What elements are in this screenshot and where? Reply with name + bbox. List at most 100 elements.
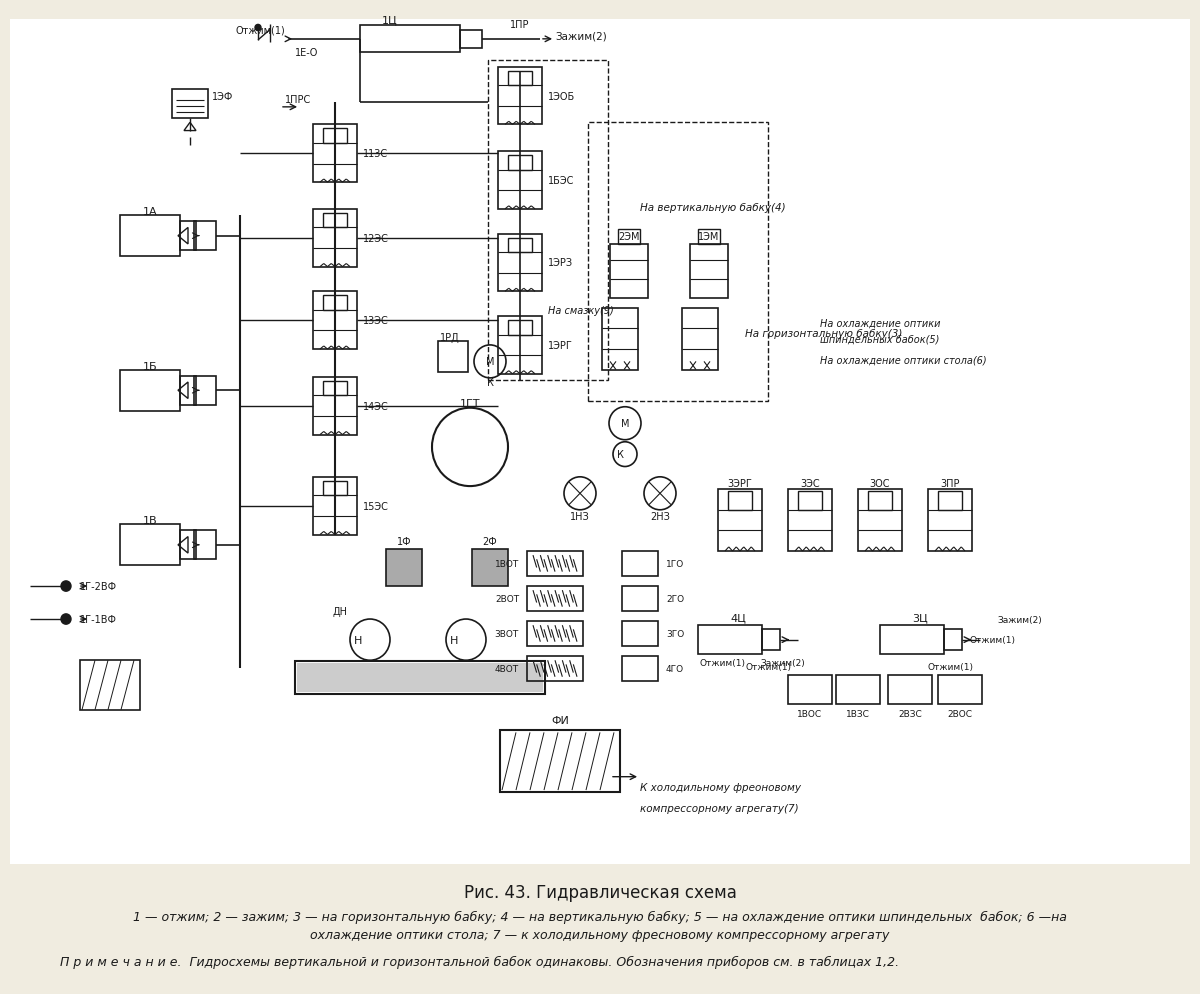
Bar [868,492,892,510]
Bar [622,621,658,646]
Bar [888,675,932,704]
Bar [323,214,347,229]
Text: 1Ф: 1Ф [397,536,412,546]
Text: 4ГО: 4ГО [666,664,684,673]
Text: М: М [486,357,494,367]
Text: На охлаждение оптики: На охлаждение оптики [820,318,941,328]
Bar [180,531,196,560]
Bar [622,656,658,681]
Bar [938,675,982,704]
Bar [698,231,720,245]
Text: 1НЗ: 1НЗ [570,512,590,522]
Bar [762,630,780,650]
Bar [798,492,822,510]
Bar [120,525,180,566]
Bar [508,156,532,171]
Bar [880,625,944,654]
Text: 113С: 113С [364,149,388,159]
Text: 4ВОТ: 4ВОТ [494,664,520,673]
Bar [80,661,140,710]
Bar [498,68,542,125]
Text: Зажим(2): Зажим(2) [554,32,607,42]
Bar [527,552,583,577]
Text: П р и м е ч а н и е.  Гидросхемы вертикальной и горизонтальной бабок одинаковы. : П р и м е ч а н и е. Гидросхемы вертикал… [60,955,899,968]
Bar [323,481,347,496]
Text: 3ПР: 3ПР [941,478,960,488]
Bar [172,90,208,119]
Bar [194,377,216,406]
Text: 1ВОС: 1ВОС [798,710,822,719]
Text: 1ГО: 1ГО [666,560,684,569]
Text: 2Ф: 2Ф [482,536,497,546]
Bar [313,477,358,535]
Text: 1ЭОБ: 1ЭОБ [548,91,575,101]
Bar [788,490,832,552]
Text: 3ОС: 3ОС [870,478,890,488]
Text: 2ВОТ: 2ВОТ [494,594,520,603]
Text: 1Е-О: 1Е-О [295,48,318,59]
Text: 3ЭС: 3ЭС [800,478,820,488]
Text: К: К [617,449,624,459]
Bar [508,72,532,86]
Text: 12ЭС: 12ЭС [364,234,389,244]
Text: 3ВОТ: 3ВОТ [494,629,520,638]
Bar [610,245,648,298]
Bar [488,62,608,381]
Text: 3Ц: 3Ц [912,612,928,622]
Text: 1РД: 1РД [440,332,460,342]
Text: 2ВЗС: 2ВЗС [898,710,922,719]
Text: Отжим(1): Отжим(1) [745,662,791,671]
Text: 1А: 1А [143,207,157,217]
Bar [527,621,583,646]
Text: 1ЭМ: 1ЭМ [698,232,720,242]
Bar [323,296,347,310]
Text: 1ВЗС: 1ВЗС [846,710,870,719]
Text: Отжим(1): Отжим(1) [928,662,973,671]
Bar [622,552,658,577]
Text: 1Ц: 1Ц [382,15,398,25]
Text: 1ЭРЗ: 1ЭРЗ [548,258,574,268]
Bar [498,152,542,210]
Bar [180,222,196,250]
Bar [527,586,583,611]
Text: 1ГТ: 1ГТ [460,399,480,409]
Bar [500,731,620,792]
Text: 1Б: 1Б [143,361,157,371]
Bar [438,342,468,373]
Text: 2ГО: 2ГО [666,594,684,603]
Text: На вертикальную бабку(4): На вертикальную бабку(4) [640,203,786,213]
Bar [180,377,196,406]
Circle shape [61,581,71,591]
Bar [460,31,482,49]
Text: Отжим(1): Отжим(1) [235,26,286,36]
Text: Зажим(2): Зажим(2) [997,615,1043,624]
Bar [120,371,180,412]
Bar [386,550,422,586]
Text: 1 — отжим; 2 — зажим; 3 — на горизонтальную бабку; 4 — на вертикальную бабку; 5 : 1 — отжим; 2 — зажим; 3 — на горизонталь… [133,910,1067,923]
Text: 1ВОТ: 1ВОТ [494,560,520,569]
Bar [527,656,583,681]
Bar [682,308,718,370]
Text: К холодильному фреоновому: К холодильному фреоновому [640,782,802,792]
Text: охлаждение оптики стола; 7 — к холодильному фресновому компрессорному агрегату: охлаждение оптики стола; 7 — к холодильн… [311,928,889,941]
Text: 1БЭС: 1БЭС [548,176,575,186]
Text: 1ПРС: 1ПРС [286,94,311,104]
Text: 13ЭС: 13ЭС [364,316,389,326]
Bar [498,317,542,375]
Circle shape [256,26,262,32]
Bar [194,222,216,250]
Text: 1Г-2ВФ: 1Г-2ВФ [80,581,118,591]
Bar [858,490,902,552]
Bar [313,292,358,350]
Bar [360,27,460,54]
Text: 2ЭМ: 2ЭМ [618,232,640,242]
Circle shape [61,614,71,624]
Text: Рис. 43. Гидравлическая схема: Рис. 43. Гидравлическая схема [463,883,737,901]
Text: К: К [486,378,493,388]
Bar [690,245,728,298]
Text: 1Г-1ВФ: 1Г-1ВФ [80,614,118,624]
Bar [313,125,358,183]
Text: 1В: 1В [143,516,157,526]
Bar [944,630,962,650]
Bar [194,531,216,560]
